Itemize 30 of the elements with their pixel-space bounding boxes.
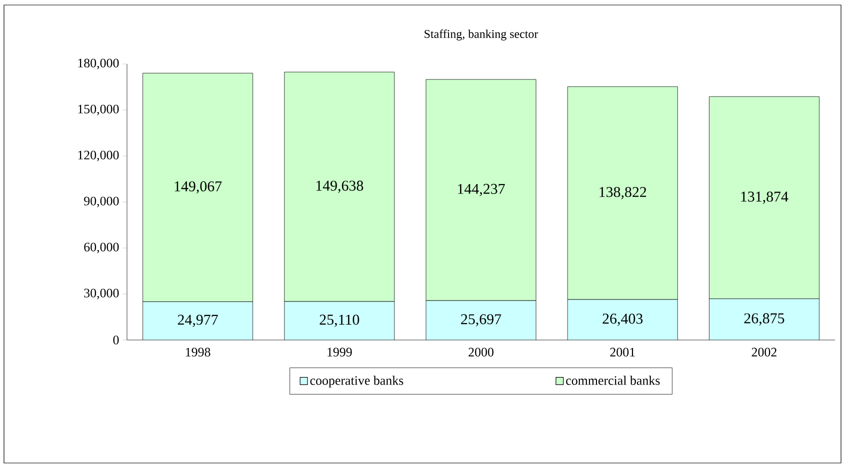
bar — [568, 300, 678, 340]
data-label: 144,237 — [458, 184, 505, 196]
legend-label: commercial banks — [566, 376, 660, 385]
x-tick-label: 2001 — [610, 348, 635, 357]
legend-label: cooperative banks — [310, 376, 404, 388]
data-label: 131,874 — [741, 192, 788, 204]
data-label: 149,067 — [174, 181, 222, 194]
x-tick-label: 1999 — [328, 348, 352, 356]
y-tick-label: 0 — [113, 336, 119, 344]
data-label: 24,977 — [178, 314, 218, 327]
data-label: 25,697 — [461, 314, 502, 326]
y-tick-label: 150,000 — [78, 104, 119, 116]
x-tick-label: 2002 — [752, 348, 776, 357]
y-tick-label: 30,000 — [84, 288, 119, 300]
y-tick-label: 90,000 — [84, 196, 119, 208]
chart-title: Staffing, banking sector — [424, 29, 538, 40]
data-label: 138,822 — [600, 186, 646, 200]
y-tick-label: 60,000 — [84, 242, 119, 254]
data-label: 25,110 — [320, 314, 360, 327]
x-tick-label: 2000 — [468, 348, 494, 357]
y-tick-label: 180,000 — [78, 58, 119, 70]
bar — [426, 300, 536, 340]
data-label: 26,875 — [744, 313, 784, 326]
data-label: 149,638 — [316, 180, 364, 193]
bar — [142, 302, 253, 340]
y-tick-label: 120,000 — [78, 150, 119, 162]
bar — [284, 301, 394, 340]
bar — [709, 298, 820, 340]
data-label: 26,403 — [602, 314, 643, 326]
x-tick-label: 1998 — [186, 348, 210, 357]
